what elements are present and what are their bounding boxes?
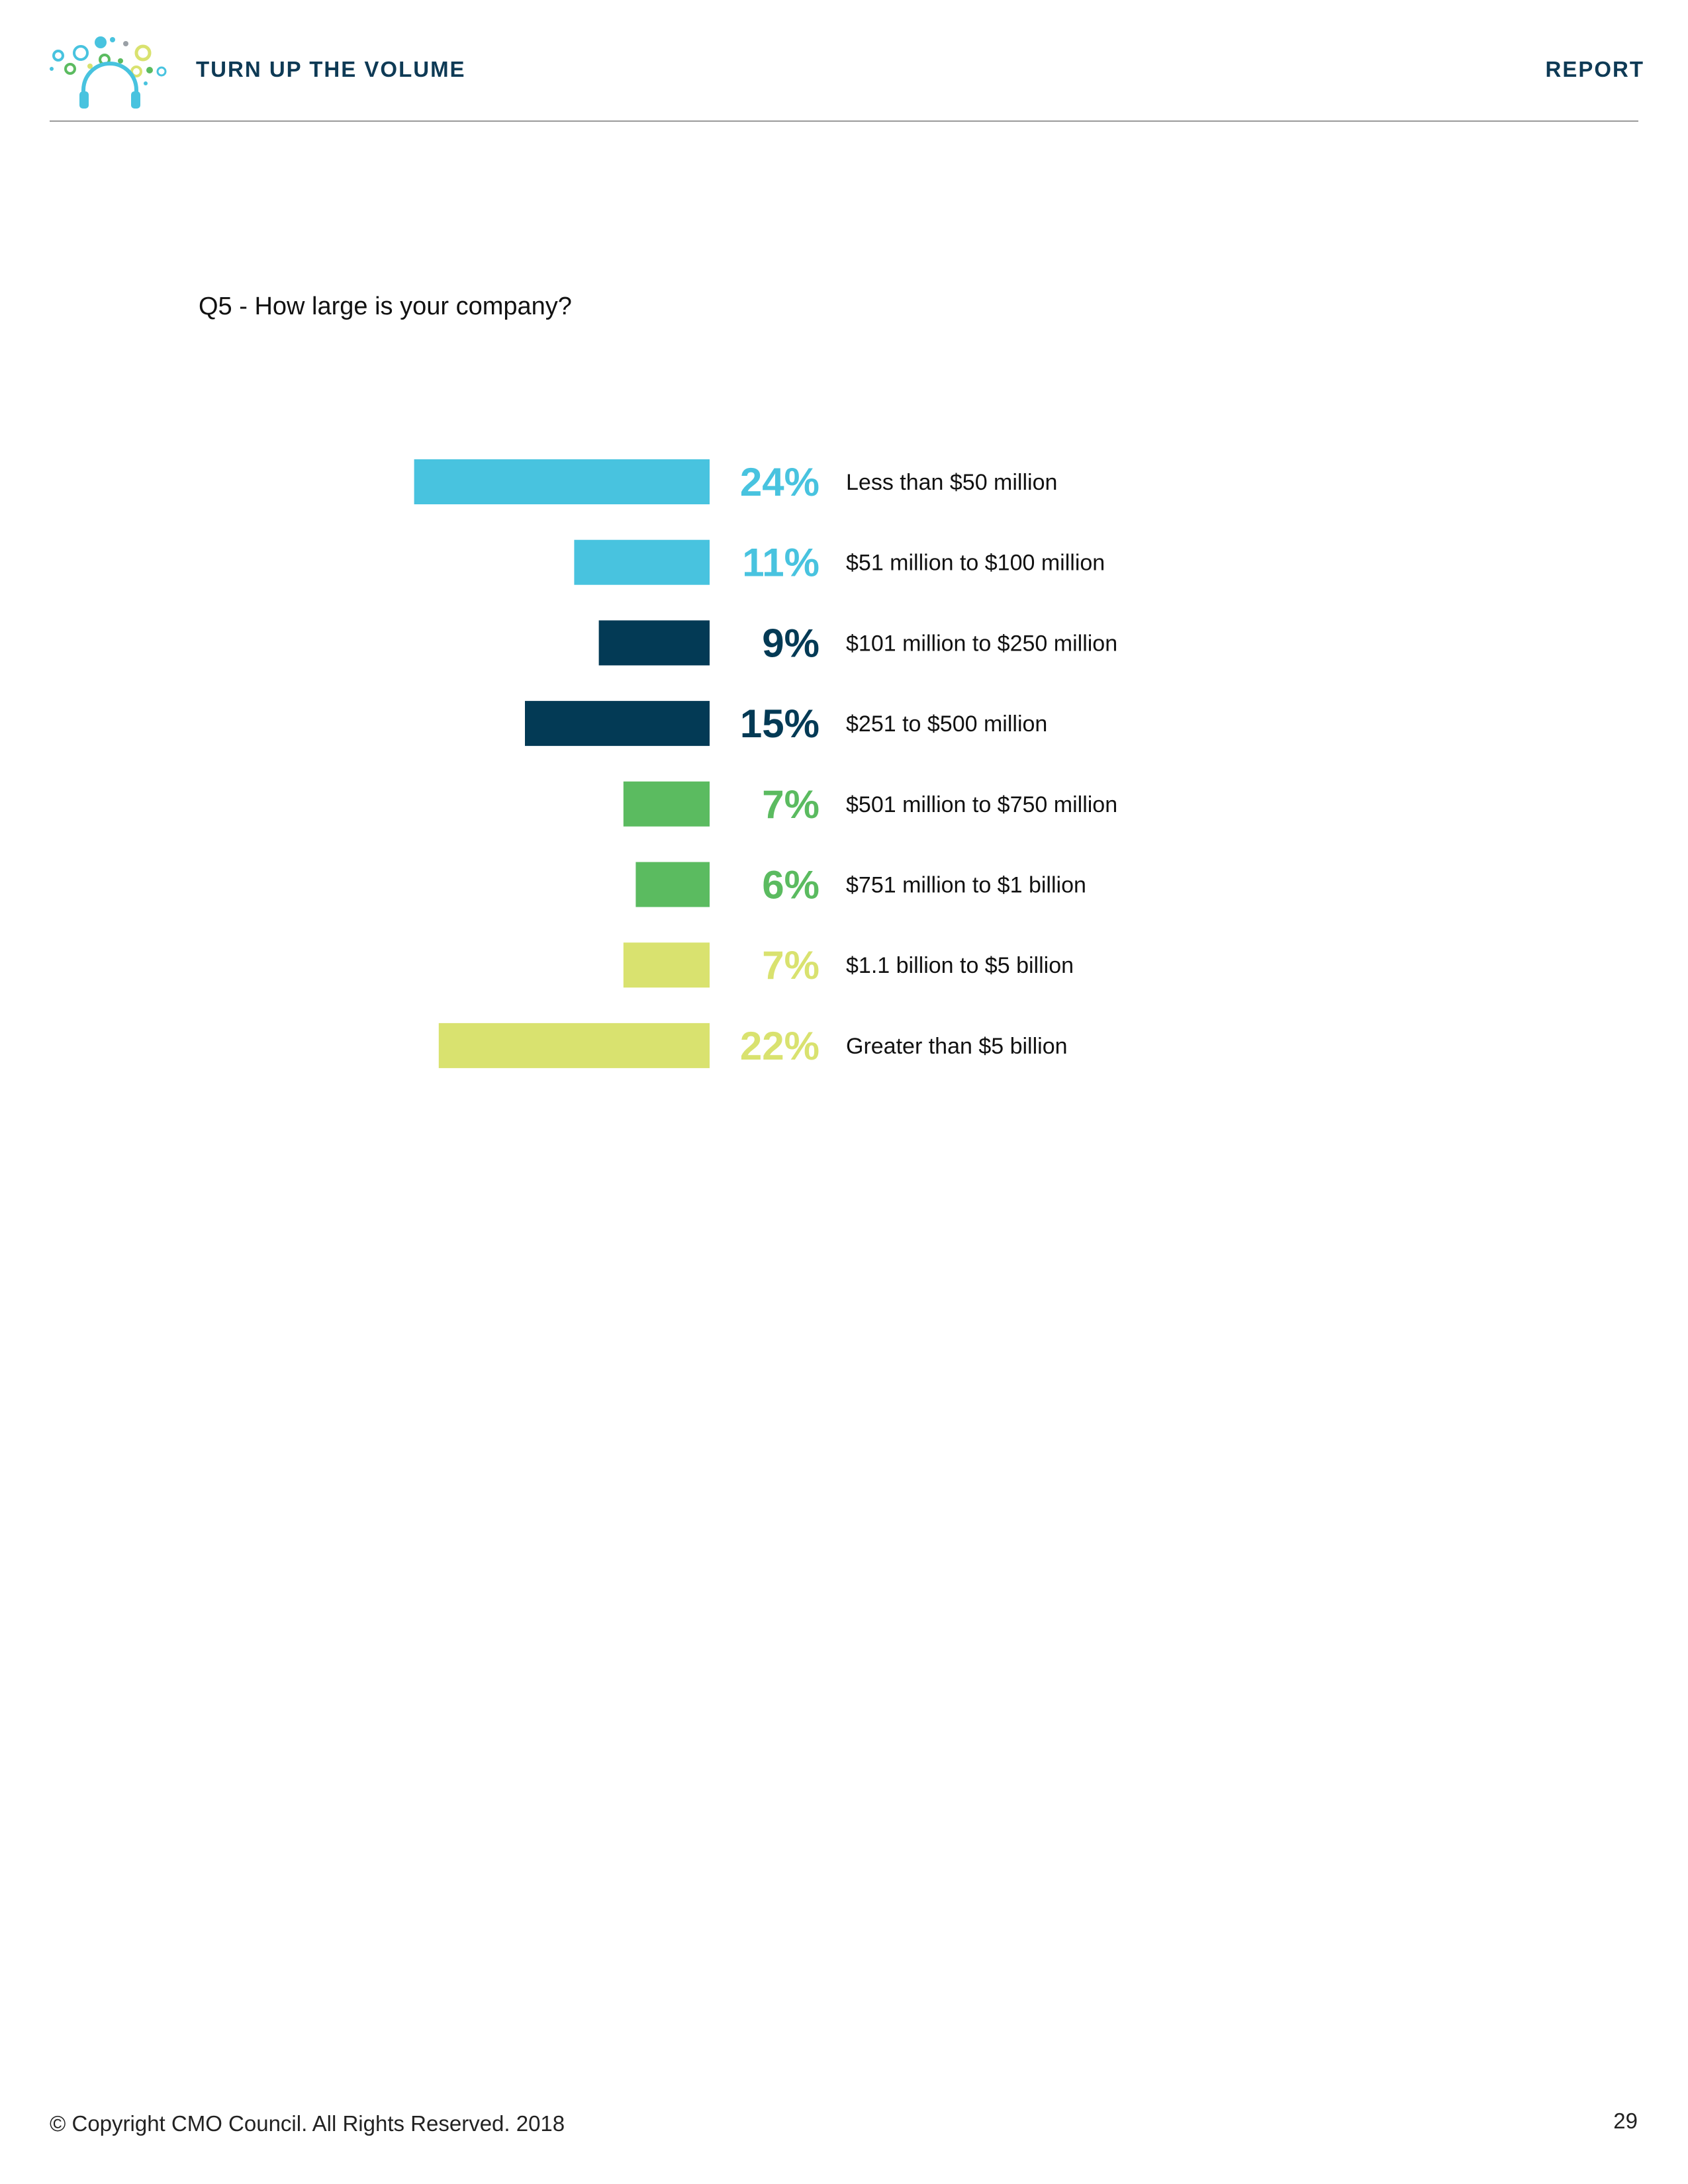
value-label-8: 22% xyxy=(740,1024,820,1068)
bar-3 xyxy=(598,620,710,666)
category-label-6: $751 million to $1 billion xyxy=(846,873,1086,898)
category-label-2: $51 million to $100 million xyxy=(846,551,1105,576)
value-label-5: 7% xyxy=(762,782,820,827)
report-title: TURN UP THE VOLUME xyxy=(196,57,466,81)
category-label-5: $501 million to $750 million xyxy=(846,792,1117,817)
value-label-1: 24% xyxy=(740,460,820,504)
value-label-6: 6% xyxy=(762,863,820,907)
page-number: 29 xyxy=(1613,2109,1638,2133)
copyright-text: © Copyright CMO Council. All Rights Rese… xyxy=(50,2111,565,2136)
value-label-3: 9% xyxy=(762,621,820,665)
value-label-2: 11% xyxy=(742,541,820,585)
category-label-3: $101 million to $250 million xyxy=(846,631,1117,656)
question-title: Q5 - How large is your company? xyxy=(199,293,572,320)
bar-5 xyxy=(623,781,710,827)
section-label: REPORT xyxy=(1545,57,1644,81)
bar-7 xyxy=(623,942,710,988)
value-label-4: 15% xyxy=(740,702,820,746)
cmo-logo xyxy=(50,36,167,109)
category-label-8: Greater than $5 billion xyxy=(846,1034,1068,1059)
category-label-7: $1.1 billion to $5 billion xyxy=(846,953,1074,978)
bar-8 xyxy=(438,1023,710,1068)
header-divider xyxy=(50,120,1638,122)
bar-1 xyxy=(414,459,710,504)
category-label-4: $251 to $500 million xyxy=(846,711,1047,737)
bar-2 xyxy=(574,539,710,585)
value-label-7: 7% xyxy=(762,943,820,987)
bar-4 xyxy=(525,701,710,747)
bar-6 xyxy=(635,862,710,907)
category-label-1: Less than $50 million xyxy=(846,470,1057,495)
